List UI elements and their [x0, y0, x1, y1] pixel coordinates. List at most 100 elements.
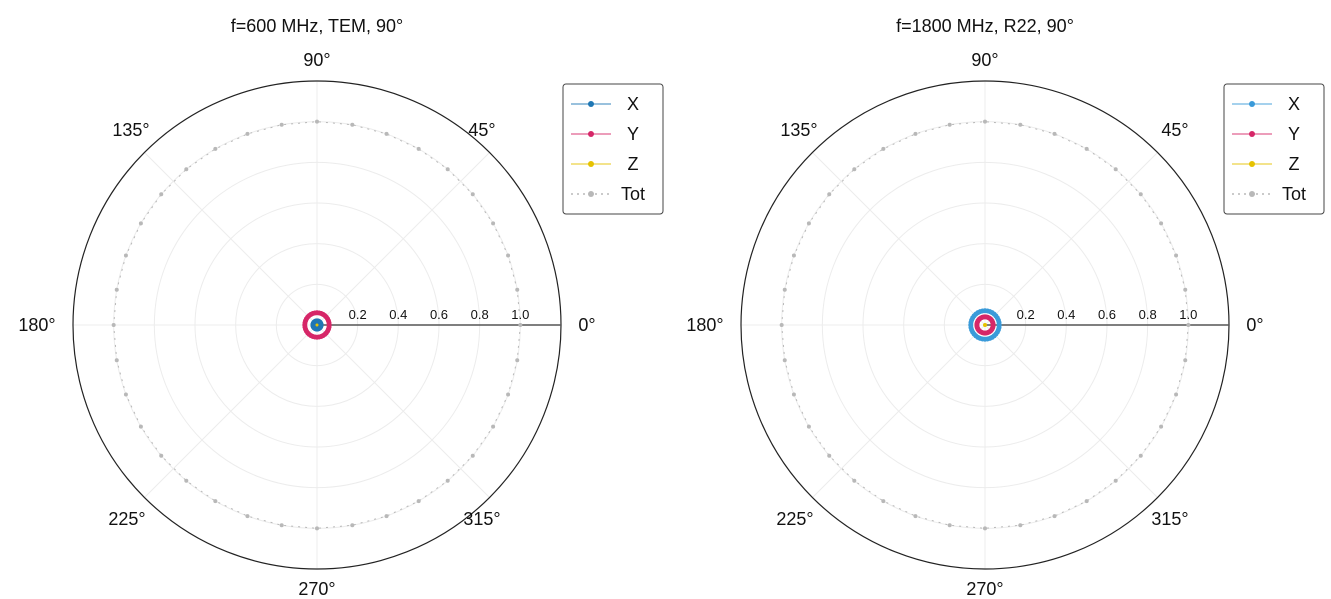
legend-swatch-marker: [1249, 101, 1255, 107]
angle-label: 180°: [686, 315, 723, 335]
grid-spoke: [984, 152, 1158, 326]
series-y: [302, 310, 332, 340]
angle-label: 225°: [776, 509, 813, 529]
legend-label: Z: [628, 154, 639, 174]
series-marker: [990, 323, 996, 329]
angle-label: 135°: [780, 120, 817, 140]
series-marker: [123, 253, 128, 258]
series-marker: [1183, 358, 1188, 363]
series-marker: [791, 253, 796, 258]
legend-box: [1223, 83, 1325, 215]
series-marker: [491, 221, 496, 226]
grid-spoke: [316, 324, 490, 498]
series-marker: [470, 192, 475, 197]
series-marker: [350, 523, 355, 528]
angle-label: 180°: [18, 315, 55, 335]
series-marker: [518, 323, 523, 327]
legend-item-tot: Tot: [1232, 184, 1306, 204]
legend-label: Tot: [1282, 184, 1306, 204]
series-marker: [245, 514, 250, 519]
legend-label: Y: [627, 124, 639, 144]
grid-spoke: [812, 152, 986, 326]
angle-label: 135°: [112, 120, 149, 140]
series-marker: [506, 253, 511, 258]
series-marker: [384, 514, 389, 519]
angle-label: 225°: [108, 509, 145, 529]
radial-tick-label: 0.8: [471, 307, 489, 322]
radial-tick-label: 0.6: [1098, 307, 1116, 322]
polar-chart-2: f=1800 MHz, R22, 90° 0.2 0.4 0.6 0.8 1.0 0° 45°…: [686, 16, 1325, 599]
series-marker: [315, 323, 319, 327]
series-marker: [138, 424, 143, 429]
legend-swatch-marker: [588, 191, 594, 197]
legend-swatch-marker: [1249, 161, 1255, 167]
series-marker: [315, 119, 319, 124]
series-marker: [279, 523, 284, 528]
series-marker: [245, 131, 250, 136]
series-marker: [947, 122, 952, 127]
angle-label: 270°: [966, 579, 1003, 599]
series-marker: [806, 424, 811, 429]
series-marker: [1138, 192, 1143, 197]
series-marker: [913, 514, 918, 519]
series-marker: [123, 392, 128, 397]
legend-label: Z: [1289, 154, 1300, 174]
series-marker: [779, 323, 784, 327]
series-marker: [159, 453, 164, 458]
series-marker: [947, 523, 952, 528]
series-marker: [1186, 323, 1191, 327]
series-marker: [852, 478, 857, 483]
series-marker: [184, 478, 189, 483]
radial-tick-label: 0.2: [1017, 307, 1035, 322]
series-marker: [1052, 514, 1057, 519]
series-marker: [159, 192, 164, 197]
series-marker: [279, 122, 284, 127]
legend-item-z: Z: [1232, 154, 1300, 174]
series-marker: [416, 499, 421, 504]
series-marker: [506, 392, 511, 397]
grid-spoke: [144, 324, 318, 498]
series-marker: [1113, 478, 1118, 483]
series-marker: [782, 358, 787, 363]
series-marker: [515, 287, 520, 292]
series-marker: [213, 146, 218, 151]
series-marker: [1052, 131, 1057, 136]
series-marker: [515, 358, 520, 363]
series-marker: [111, 323, 116, 327]
series-marker: [318, 323, 324, 329]
chart-title: f=600 MHz, TEM, 90°: [231, 16, 403, 36]
series-marker: [416, 146, 421, 151]
legend: XYZ Tot: [562, 83, 664, 215]
series-marker: [114, 287, 119, 292]
series-x: [310, 318, 324, 332]
series-marker: [326, 324, 332, 330]
angle-label: 45°: [1161, 120, 1188, 140]
series-marker: [470, 453, 475, 458]
radial-tick-label: 1.0: [511, 307, 529, 322]
legend: XYZ Tot: [1223, 83, 1325, 215]
series-marker: [1018, 122, 1023, 127]
series-marker: [184, 167, 189, 172]
angle-label: 315°: [463, 509, 500, 529]
series-marker: [983, 323, 987, 327]
series-marker: [1018, 523, 1023, 528]
series-marker: [445, 167, 450, 172]
series-marker: [996, 324, 1002, 330]
legend-swatch-marker: [588, 161, 594, 167]
series-z: [315, 323, 319, 327]
grid-spoke: [812, 324, 986, 498]
legend-item-z: Z: [571, 154, 639, 174]
legend-item-y: Y: [571, 124, 639, 144]
legend-box: [562, 83, 664, 215]
legend-item-tot: Tot: [571, 184, 645, 204]
series-tot: [111, 119, 523, 531]
series-marker: [1159, 221, 1164, 226]
series-marker: [1084, 499, 1089, 504]
legend-item-x: X: [571, 94, 639, 114]
radial-tick-label: 0.8: [1139, 307, 1157, 322]
grid-spoke: [316, 152, 490, 326]
series-marker: [881, 146, 886, 151]
series-marker: [384, 131, 389, 136]
legend-item-x: X: [1232, 94, 1300, 114]
chart-title: f=1800 MHz, R22, 90°: [896, 16, 1074, 36]
